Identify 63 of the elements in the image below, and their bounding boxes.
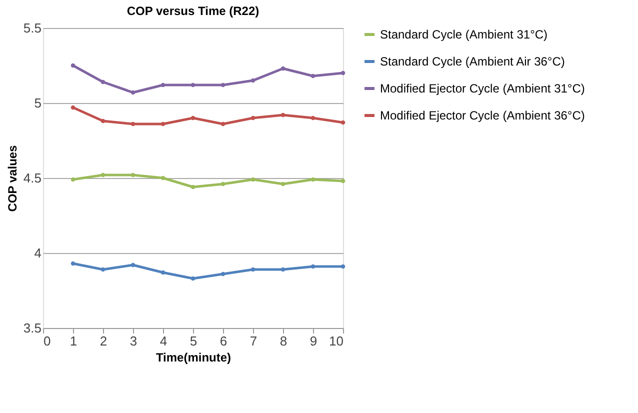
point <box>250 116 256 120</box>
x-tick-label: 1 <box>70 334 78 348</box>
point <box>280 182 286 186</box>
y-tick-label: 3.5 <box>23 320 42 336</box>
point <box>190 82 196 88</box>
point <box>160 82 166 88</box>
point <box>280 66 286 71</box>
point <box>100 267 106 272</box>
point <box>250 267 256 272</box>
legend-label: Modified Ejector Cycle (Ambient 36°C) <box>380 108 585 122</box>
x-tick-label: 0 <box>44 334 51 348</box>
point <box>220 82 226 88</box>
legend-label: Modified Ejector Cycle (Ambient 31°C) <box>380 82 585 96</box>
point <box>280 112 286 118</box>
point <box>280 267 286 272</box>
x-axis-title: Time(minute) <box>156 350 232 364</box>
point <box>70 63 76 68</box>
point <box>70 261 76 266</box>
point <box>340 120 346 125</box>
y-tick-label: 4 <box>34 246 42 260</box>
y-axis-title: COP values <box>5 144 20 212</box>
point <box>130 122 136 126</box>
x-tick-label: 8 <box>280 334 288 348</box>
legend-label: Standard Cycle (Ambient 31°C) <box>380 28 548 42</box>
point <box>310 74 316 78</box>
x-tick-label: 6 <box>220 334 228 348</box>
x-tick-label: 7 <box>250 334 258 348</box>
point <box>340 264 346 269</box>
x-tick-label: 2 <box>100 334 108 348</box>
x-tick-label: 5 <box>190 334 198 348</box>
point <box>340 178 346 184</box>
y-tick-label: 5.5 <box>23 20 42 36</box>
point <box>100 118 106 124</box>
x-tick-label: 9 <box>310 334 318 348</box>
chart-title: COP versus Time (R22) <box>126 4 260 18</box>
point <box>100 172 106 178</box>
point <box>220 122 226 126</box>
point <box>310 264 316 269</box>
x-tick-label: 3 <box>130 334 138 348</box>
point <box>190 276 196 281</box>
point <box>130 90 136 95</box>
y-tick-label: 5 <box>34 96 42 110</box>
point <box>70 105 76 110</box>
point <box>130 172 136 178</box>
point <box>310 177 316 182</box>
y-tick-label: 4.5 <box>23 170 42 186</box>
legend-label: Standard Cycle (Ambient Air 36°C) <box>380 54 565 68</box>
point <box>160 270 166 275</box>
x-tick-label: 10 <box>329 334 344 348</box>
point <box>160 122 166 126</box>
point <box>190 116 196 120</box>
point <box>100 80 106 84</box>
point <box>190 184 196 190</box>
point <box>250 177 256 182</box>
point <box>220 182 226 186</box>
point <box>130 262 136 268</box>
point <box>250 78 256 83</box>
point <box>340 70 346 76</box>
point <box>70 177 76 182</box>
point <box>220 272 226 276</box>
x-tick-label: 4 <box>160 334 168 348</box>
point <box>310 116 316 120</box>
point <box>160 176 166 180</box>
